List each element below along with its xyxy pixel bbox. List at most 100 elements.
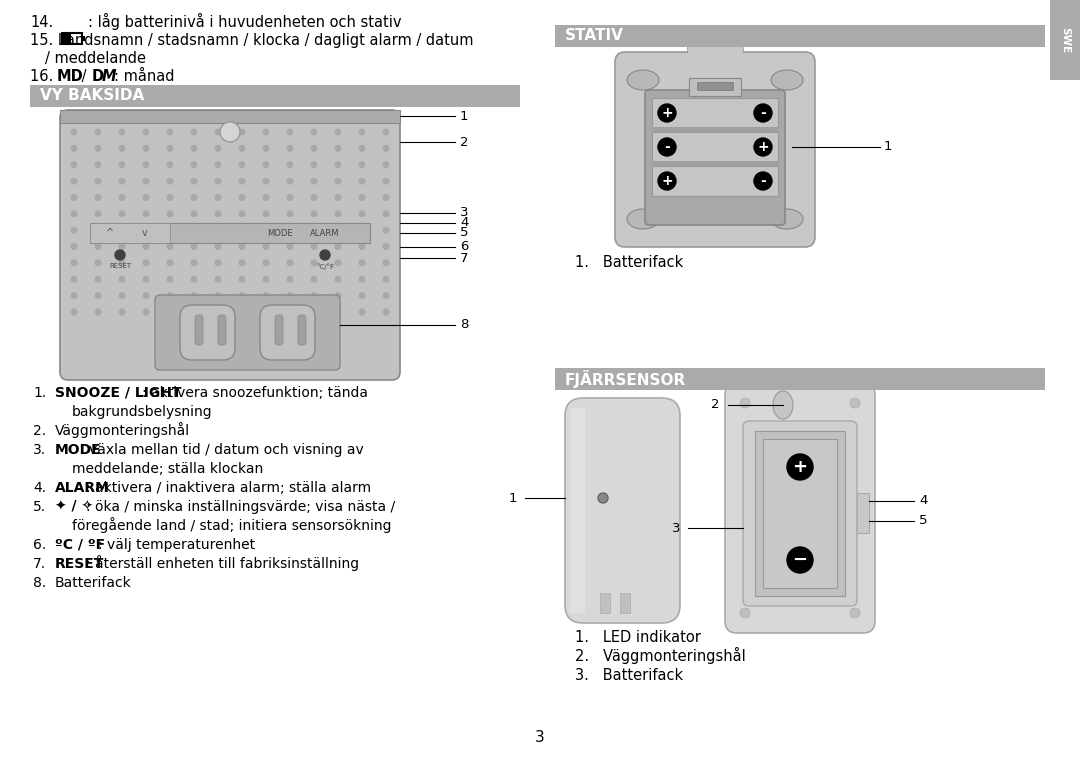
Text: SNOOZE / LIGHT: SNOOZE / LIGHT xyxy=(55,386,181,400)
Circle shape xyxy=(166,243,174,250)
Text: MD: MD xyxy=(57,69,84,84)
Text: ^: ^ xyxy=(106,228,114,238)
Circle shape xyxy=(262,210,270,218)
Text: Väggmonteringshål: Väggmonteringshål xyxy=(55,422,190,438)
Circle shape xyxy=(335,161,341,168)
Circle shape xyxy=(95,275,102,283)
Circle shape xyxy=(359,308,365,316)
Circle shape xyxy=(215,129,221,135)
Circle shape xyxy=(95,194,102,201)
Text: -: - xyxy=(760,174,766,188)
Circle shape xyxy=(166,145,174,152)
Text: 2.   Väggmonteringshål: 2. Väggmonteringshål xyxy=(575,647,746,664)
Circle shape xyxy=(239,210,245,218)
Text: 1: 1 xyxy=(460,110,469,123)
FancyBboxPatch shape xyxy=(298,315,306,345)
Circle shape xyxy=(262,161,270,168)
Circle shape xyxy=(286,161,294,168)
Circle shape xyxy=(286,145,294,152)
Circle shape xyxy=(658,104,676,122)
Text: D: D xyxy=(92,69,104,84)
Circle shape xyxy=(262,243,270,250)
Circle shape xyxy=(95,129,102,135)
Circle shape xyxy=(335,227,341,234)
Circle shape xyxy=(143,275,149,283)
Circle shape xyxy=(239,227,245,234)
Circle shape xyxy=(239,308,245,316)
Circle shape xyxy=(335,177,341,185)
Ellipse shape xyxy=(627,209,659,229)
Circle shape xyxy=(215,308,221,316)
Text: 2.: 2. xyxy=(33,424,46,438)
Ellipse shape xyxy=(627,70,659,90)
Circle shape xyxy=(311,145,318,152)
Text: ✦ / ✧: ✦ / ✧ xyxy=(55,500,93,514)
Circle shape xyxy=(382,260,390,266)
Bar xyxy=(60,110,400,123)
Circle shape xyxy=(239,194,245,201)
Circle shape xyxy=(239,243,245,250)
Circle shape xyxy=(215,227,221,234)
Circle shape xyxy=(335,194,341,201)
Text: 2: 2 xyxy=(712,399,720,412)
Circle shape xyxy=(382,129,390,135)
Text: +: + xyxy=(661,174,673,188)
Bar xyxy=(652,166,778,196)
Text: : aktivera / inaktivera alarm; ställa alarm: : aktivera / inaktivera alarm; ställa al… xyxy=(86,481,372,495)
Circle shape xyxy=(190,227,198,234)
Text: −: − xyxy=(793,551,808,569)
Circle shape xyxy=(215,292,221,299)
Text: : välj temperaturenhet: : välj temperaturenhet xyxy=(98,538,256,552)
Circle shape xyxy=(787,454,813,480)
Text: / meddelande: / meddelande xyxy=(45,51,146,66)
Circle shape xyxy=(262,292,270,299)
FancyBboxPatch shape xyxy=(743,421,858,606)
Ellipse shape xyxy=(771,209,804,229)
Circle shape xyxy=(335,243,341,250)
Circle shape xyxy=(95,260,102,266)
Circle shape xyxy=(335,308,341,316)
Circle shape xyxy=(382,161,390,168)
Circle shape xyxy=(166,161,174,168)
Circle shape xyxy=(286,194,294,201)
Text: föregående land / stad; initiera sensorsökning: föregående land / stad; initiera sensors… xyxy=(72,517,391,533)
Circle shape xyxy=(382,177,390,185)
Circle shape xyxy=(166,292,174,299)
Circle shape xyxy=(382,292,390,299)
Circle shape xyxy=(190,177,198,185)
Circle shape xyxy=(754,138,772,156)
Circle shape xyxy=(70,194,78,201)
Circle shape xyxy=(382,275,390,283)
Circle shape xyxy=(850,608,860,618)
FancyBboxPatch shape xyxy=(260,305,315,360)
Circle shape xyxy=(95,308,102,316)
Circle shape xyxy=(95,243,102,250)
Circle shape xyxy=(70,227,78,234)
FancyBboxPatch shape xyxy=(156,295,340,370)
FancyBboxPatch shape xyxy=(615,52,815,247)
Text: -: - xyxy=(760,106,766,120)
Text: MODE: MODE xyxy=(267,228,293,237)
Circle shape xyxy=(286,292,294,299)
Text: 1.   LED indikator: 1. LED indikator xyxy=(575,630,701,645)
Circle shape xyxy=(239,129,245,135)
Circle shape xyxy=(166,210,174,218)
Circle shape xyxy=(119,260,125,266)
Text: 7: 7 xyxy=(460,251,469,265)
Circle shape xyxy=(311,210,318,218)
Circle shape xyxy=(740,398,750,408)
FancyBboxPatch shape xyxy=(195,315,203,345)
Text: : växla mellan tid / datum och visning av: : växla mellan tid / datum och visning a… xyxy=(80,443,364,457)
Circle shape xyxy=(359,260,365,266)
Circle shape xyxy=(143,129,149,135)
Circle shape xyxy=(658,172,676,190)
Circle shape xyxy=(286,243,294,250)
Text: 3.   Batterifack: 3. Batterifack xyxy=(575,668,684,683)
Bar xyxy=(90,223,370,243)
Circle shape xyxy=(311,194,318,201)
Text: VY BAKSIDA: VY BAKSIDA xyxy=(40,88,145,103)
Text: RESET: RESET xyxy=(109,263,131,269)
Circle shape xyxy=(70,161,78,168)
Text: /: / xyxy=(77,69,91,84)
Circle shape xyxy=(359,177,365,185)
